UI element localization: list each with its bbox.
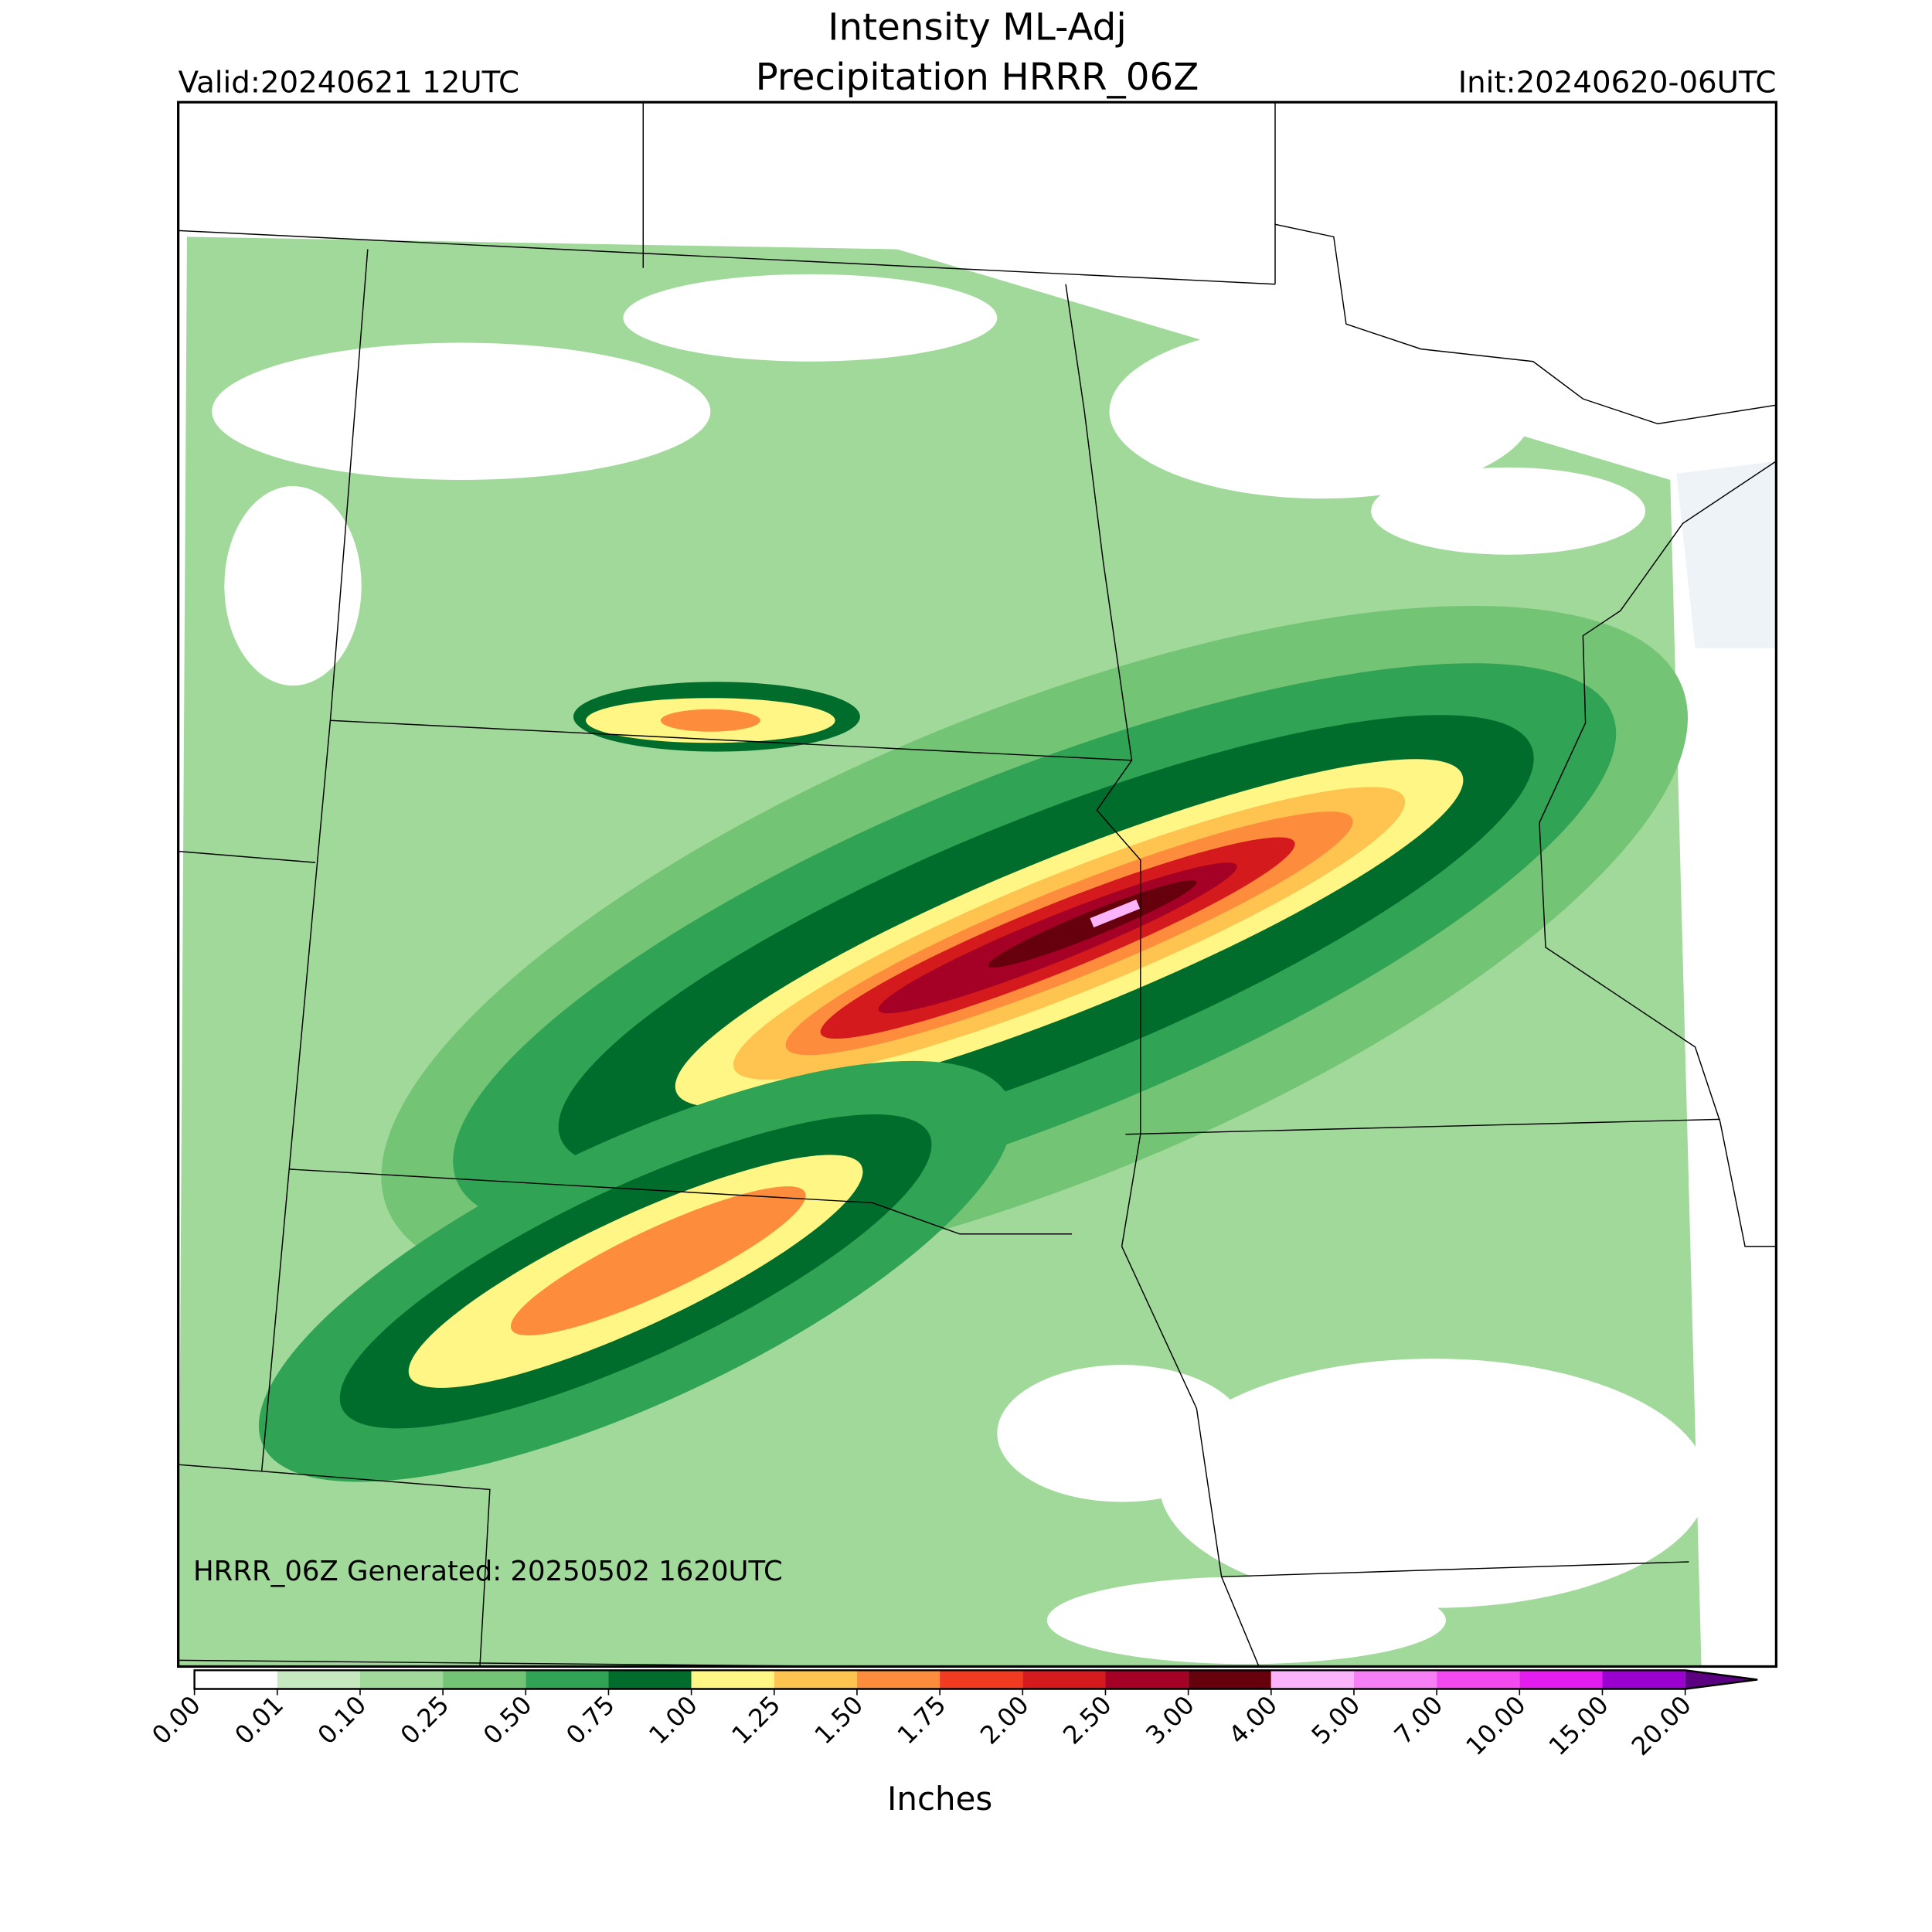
colorbar-tick-label: 2.00	[975, 1690, 1035, 1750]
subtitle: Precipitation HRRR_06Z	[756, 56, 1199, 99]
colorbar-tick-label: 1.50	[809, 1690, 869, 1750]
colorbar-segment	[940, 1670, 1023, 1689]
map-frame	[177, 100, 1777, 1668]
colorbar-label: Inches	[887, 1780, 992, 1818]
colorbar-tick-label: 1.00	[643, 1690, 703, 1750]
colorbar-segment	[1437, 1670, 1520, 1689]
colorbar-tick-label: 4.00	[1223, 1690, 1283, 1750]
colorbar-tick-label: 5.00	[1306, 1690, 1366, 1750]
colorbar-extend	[1685, 1670, 1758, 1689]
colorbar-tick-label: 7.00	[1389, 1690, 1449, 1750]
colorbar-tick-label: 0.01	[229, 1690, 289, 1750]
colorbar-segment	[1022, 1670, 1106, 1689]
south-band	[258, 1060, 1013, 1482]
colorbar-tick-label: 1.75	[892, 1690, 952, 1750]
colorbar-segment	[443, 1670, 526, 1689]
colorbar-tick-label: 10.00	[1460, 1690, 1531, 1761]
colorbar-tick-label: 1.25	[726, 1690, 786, 1750]
colorbar-segment	[277, 1670, 360, 1689]
colorbar-tick-label: 15.00	[1543, 1690, 1614, 1761]
colorbar-tick-label: 0.10	[312, 1690, 372, 1750]
colorbar-tick-label: 2.50	[1057, 1690, 1117, 1750]
map-area	[178, 102, 1777, 1667]
title: Intensity ML-Adj	[828, 6, 1127, 49]
colorbar-tick-label: 20.00	[1626, 1690, 1697, 1761]
colorbar: 0.00 0.01 0.10 0.25 0.50 0.75 1.00 1.25 1.50 1.75…	[146, 1669, 1758, 1761]
colorbar-tick-label: 0.00	[146, 1690, 206, 1750]
colorbar-segment	[1353, 1670, 1437, 1689]
colorbar-segment	[608, 1670, 692, 1689]
lake	[1676, 461, 1777, 648]
colorbar-tick-label: 0.25	[395, 1690, 455, 1750]
colorbar-segment	[1270, 1670, 1354, 1689]
colorbar-segment	[526, 1670, 609, 1689]
colorbar-segment	[1519, 1670, 1603, 1689]
valid-time: Valid:20240621 12UTC	[179, 65, 519, 100]
dry-areas	[212, 274, 1708, 1665]
colorbar-segment	[1105, 1670, 1189, 1689]
main-band	[381, 605, 1688, 1289]
colorbar-tick-label: 0.50	[478, 1690, 538, 1750]
colorbar-segment	[1188, 1670, 1271, 1689]
state-borders	[178, 102, 1777, 1667]
colorbar-segment	[856, 1670, 940, 1689]
colorbar-segment	[1602, 1670, 1685, 1689]
init-time: Init:20240620-06UTC	[1458, 65, 1777, 100]
colorbar-outline	[193, 1669, 1758, 1690]
colorbar-tick-label: 3.00	[1140, 1690, 1200, 1750]
generated-note: HRRR_06Z Generated: 20250502 1620UTC	[193, 1556, 783, 1587]
colorbar-tick-label: 0.75	[560, 1690, 621, 1750]
colorbar-segment	[691, 1670, 774, 1689]
north-cell	[573, 682, 860, 752]
colorbar-segment	[774, 1670, 857, 1689]
colorbar-segment	[359, 1670, 444, 1689]
colorbar-segment	[194, 1670, 277, 1689]
